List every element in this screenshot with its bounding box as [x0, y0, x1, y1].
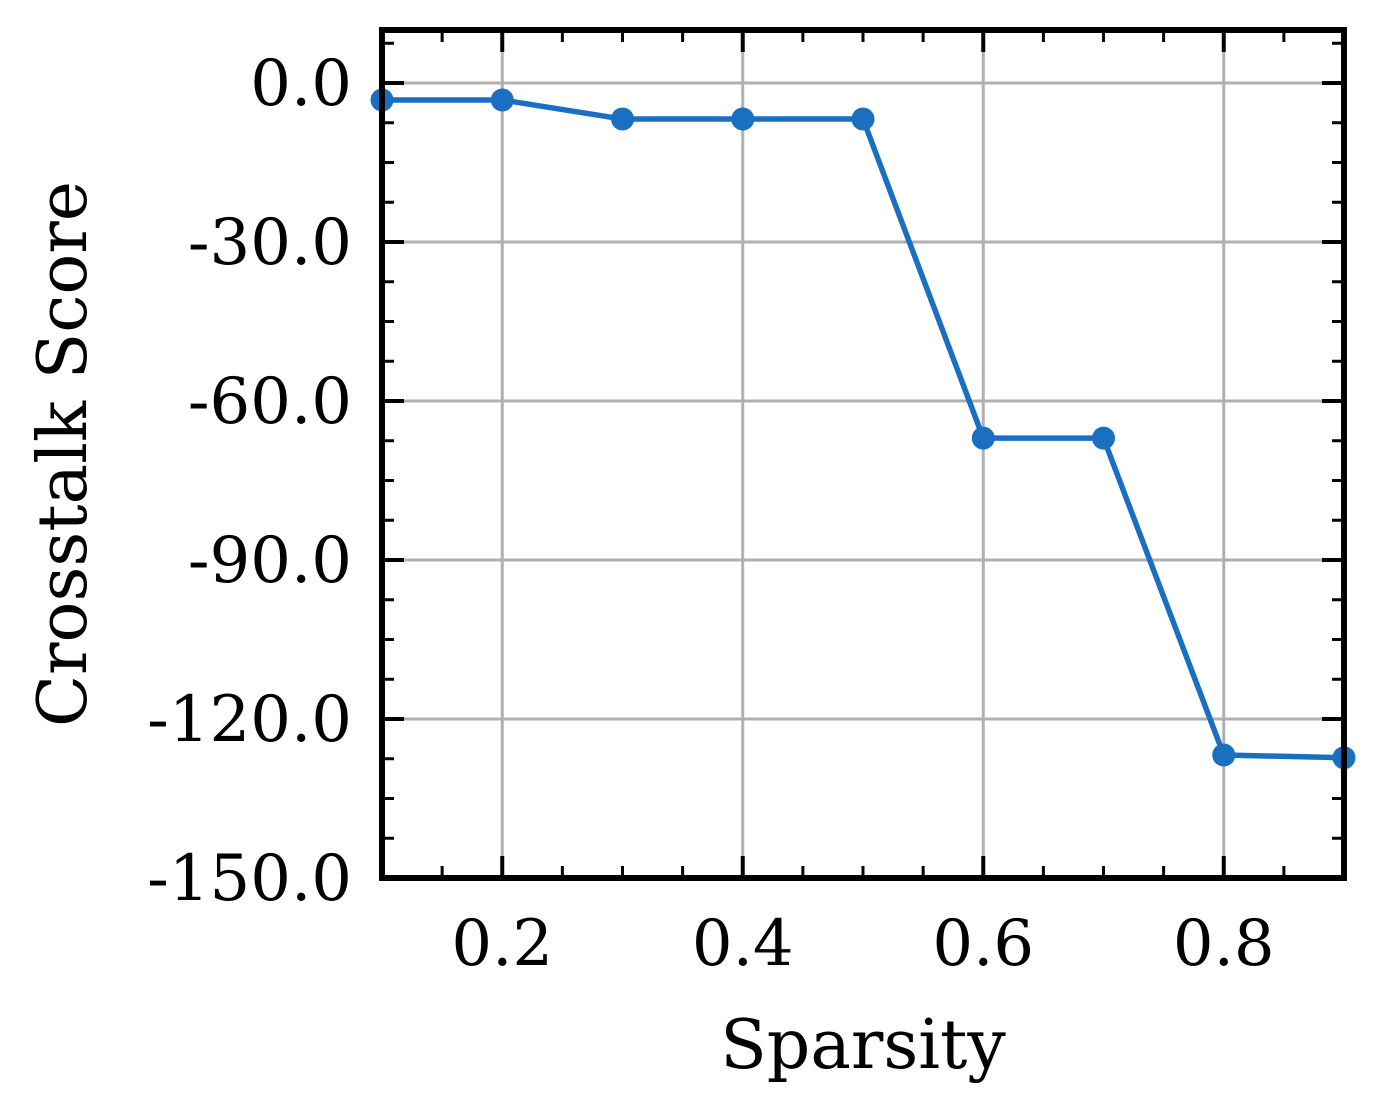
data-point — [1212, 743, 1236, 767]
data-point — [851, 107, 875, 131]
y-tick-labels: 0.0 -30.0 -60.0 -90.0 -120.0 -150.0 — [147, 47, 352, 916]
grid-lines — [382, 30, 1344, 878]
minor-ticks — [380, 30, 1346, 878]
x-tick-label: 0.2 — [451, 907, 553, 981]
data-point — [731, 107, 755, 131]
y-tick-label: -150.0 — [147, 842, 352, 916]
data-point — [971, 426, 995, 450]
data-point — [490, 88, 514, 112]
x-tick-labels: 0.2 0.4 0.6 0.8 — [451, 907, 1274, 981]
y-tick-label: -60.0 — [188, 365, 352, 439]
x-tick-label: 0.8 — [1173, 907, 1275, 981]
x-tick-label: 0.6 — [932, 907, 1034, 981]
y-tick-label: 0.0 — [250, 47, 352, 121]
data-point — [1092, 426, 1115, 450]
y-tick-label: -30.0 — [188, 206, 352, 280]
major-ticks — [382, 30, 1344, 880]
data-point — [611, 107, 634, 131]
data-series — [370, 88, 1356, 770]
plot-frame — [379, 27, 1347, 881]
y-tick-label: -120.0 — [147, 683, 352, 757]
series-line — [382, 97, 1345, 761]
y-tick-label: -90.0 — [188, 524, 352, 598]
x-tick-label: 0.4 — [692, 907, 794, 981]
y-axis-label: Crosstalk Score — [24, 181, 103, 727]
x-axis-label: Sparsity — [720, 1006, 1006, 1085]
